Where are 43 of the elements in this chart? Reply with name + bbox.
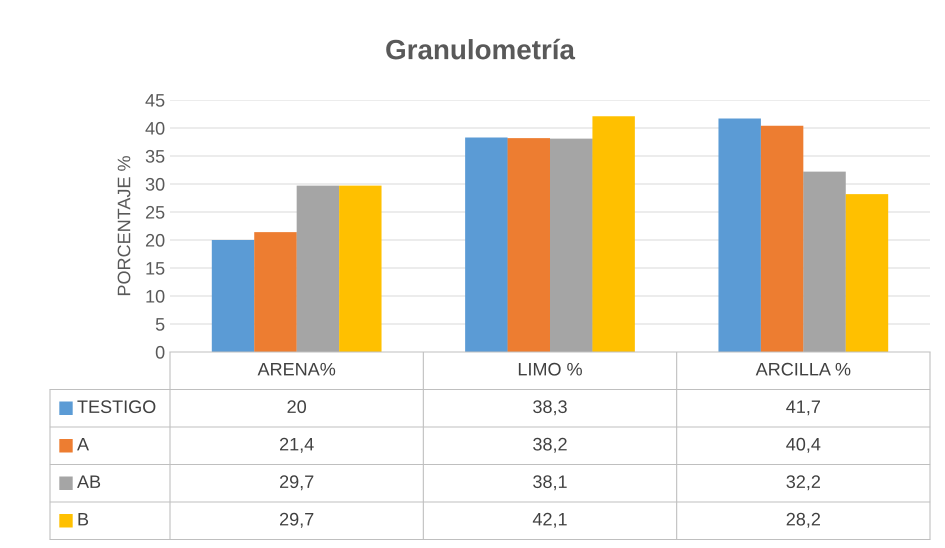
- bar: [803, 172, 846, 352]
- x-tick-label: ARENA%: [258, 362, 336, 376]
- data-label: 42,1: [532, 512, 567, 528]
- data-label: 40,4: [786, 438, 820, 453]
- y-tick-label: 15: [146, 262, 164, 275]
- bar: [592, 116, 635, 352]
- bar: [212, 240, 254, 352]
- legend-label: TESTIGO: [77, 400, 156, 414]
- chart-title: Granulometría: [386, 38, 576, 60]
- legend-label: B: [78, 512, 88, 526]
- data-label: 38,2: [533, 438, 567, 453]
- y-tick-label: 0: [156, 346, 164, 359]
- bar: [296, 186, 340, 352]
- data-label: 29,7: [280, 475, 314, 490]
- y-tick-label: 45: [145, 94, 164, 107]
- y-tick-label: 20: [146, 234, 164, 247]
- bar: [718, 118, 761, 352]
- bar: [254, 232, 297, 352]
- data-label: 41,7: [786, 400, 820, 416]
- legend-label: A: [77, 438, 90, 450]
- data-label: 29,7: [280, 512, 314, 528]
- y-tick-label: 30: [146, 178, 164, 191]
- x-tick-label: LIMO %: [518, 362, 582, 376]
- y-tick-label: 35: [146, 150, 164, 163]
- data-label: 32,2: [786, 475, 820, 490]
- data-label: 20: [288, 400, 306, 414]
- data-label: 38,3: [533, 400, 567, 416]
- data-label: 38,1: [533, 475, 567, 490]
- y-tick-label: 5: [156, 318, 164, 331]
- bar: [465, 138, 508, 352]
- bar: [846, 194, 888, 352]
- data-label: 28,2: [786, 512, 820, 528]
- y-tick-label: 10: [146, 290, 164, 303]
- legend-label: AB: [77, 475, 100, 488]
- y-axis-title: PORCENTAJE %: [118, 156, 130, 296]
- bar: [339, 186, 382, 352]
- y-tick-label: 25: [146, 206, 164, 219]
- bar: [550, 138, 592, 352]
- data-label: 21,4: [280, 438, 314, 453]
- x-tick-label: ARCILLA %: [756, 362, 850, 376]
- bar: [508, 138, 550, 352]
- y-tick-label: 40: [145, 122, 164, 135]
- bar: [760, 126, 804, 352]
